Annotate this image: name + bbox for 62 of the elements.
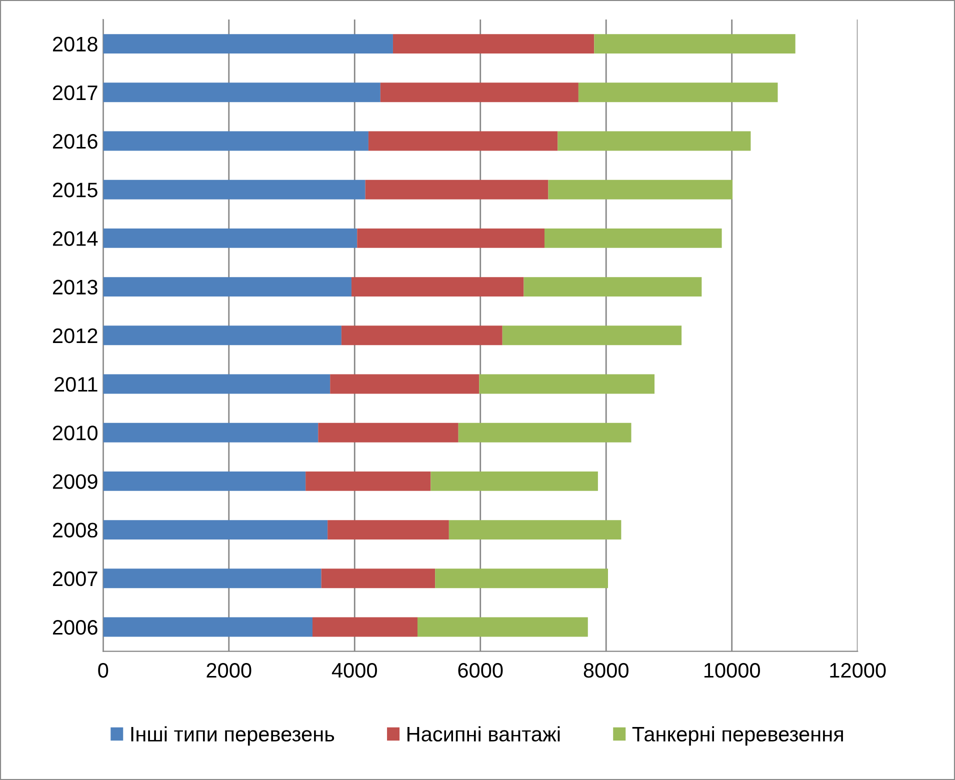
bar [103,34,393,54]
x-tick-label: 6000 [458,662,503,678]
y-tick-label: 2015 [52,182,98,198]
x-tick-label: 8000 [584,662,628,678]
y-tick-label: 2012 [52,328,98,344]
bar [524,277,702,297]
y-tick-label: 2014 [52,231,98,246]
y-tick-label: 2018 [52,36,98,52]
bar [380,82,578,102]
bar [594,34,796,54]
bar [103,520,328,540]
bar [544,228,722,248]
bar [328,520,449,540]
bar [368,131,558,151]
bar [330,374,480,394]
bar [312,617,418,637]
legend-label: Танкерні перевезення [632,726,843,746]
x-tick-label: 2000 [206,662,252,678]
bar [103,82,380,102]
bar [341,326,502,346]
y-tick-label: 2008 [52,522,98,538]
bar [306,471,431,491]
bar [321,568,436,588]
y-tick-label: 2007 [52,571,98,586]
bar [103,422,318,442]
y-tick-label: 2013 [52,280,98,295]
x-tick-label: 0 [98,662,108,678]
bar [103,374,330,394]
bar [502,326,682,346]
bar [103,131,368,151]
bar [103,617,312,637]
bar [430,471,598,491]
bar [548,180,732,200]
y-tick-label: 2016 [52,134,98,149]
bar [103,180,366,200]
y-tick-label: 2017 [52,85,98,100]
y-tick-label: 2010 [52,426,98,440]
bar [103,568,322,588]
x-tick-label: 10000 [704,662,760,678]
bar [103,228,358,248]
legend-label: Насипні вантажі [407,726,560,742]
y-tick-label: 2011 [54,377,98,392]
bar [392,34,594,54]
y-tick-label: 2006 [52,620,98,635]
legend-label: Інші типи перевезень [131,726,334,746]
bar [448,520,622,540]
bar [458,422,632,442]
bar [103,277,352,297]
x-tick-label: 4000 [332,662,377,678]
bar [417,617,588,637]
bar [103,471,306,491]
bar [357,228,544,248]
bar [351,277,524,297]
bar [479,374,655,394]
y-tick-label: 2009 [52,474,98,489]
bar [435,568,608,588]
bar [558,131,751,151]
bar [578,82,778,102]
bar [103,326,342,346]
bar [365,180,548,200]
x-tick-label: 12000 [830,662,886,678]
bar [318,422,458,442]
